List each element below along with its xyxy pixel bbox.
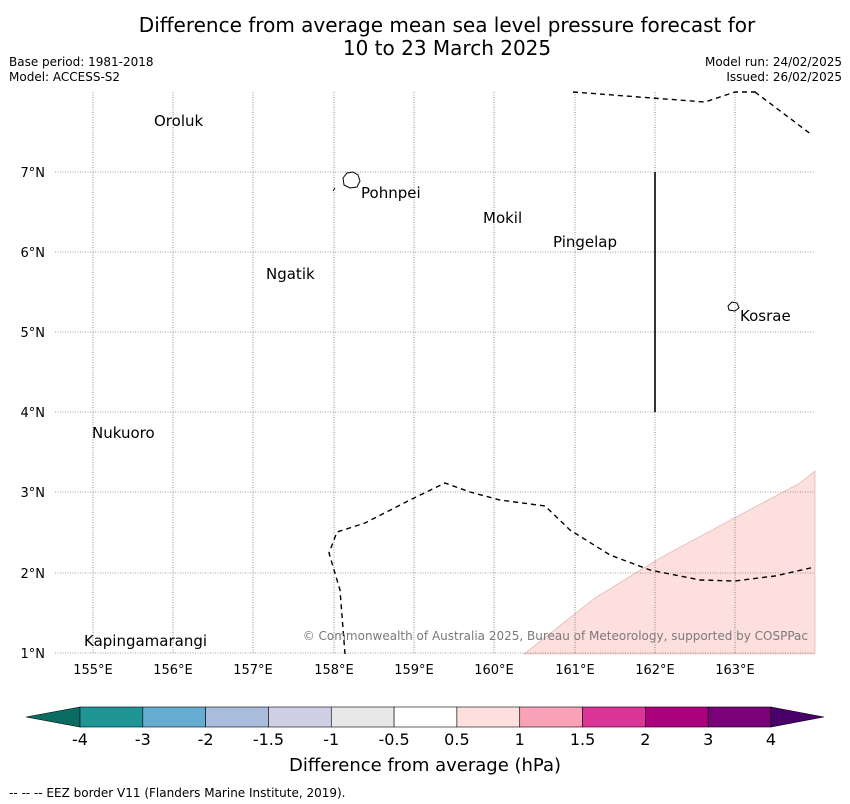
base-period: Base period: 1981-2018 (9, 55, 154, 69)
colorbar-tick-label: 1.5 (570, 730, 595, 749)
meta-right: Model run: 24/02/2025 Issued: 26/02/2025 (705, 55, 842, 85)
colorbar-tick-label: -1 (323, 730, 339, 749)
map-panel: Oroluk Pohnpei Mokil Pingelap Ngatik Kos… (21, 91, 816, 678)
lon-tick-155: 155°E (73, 663, 113, 678)
place-label-mokil: Mokil (483, 209, 522, 227)
colorbar-swatch (707, 706, 772, 728)
colorbar-swatches (25, 706, 825, 728)
place-label-oroluk: Oroluk (154, 112, 203, 130)
lon-tick-161: 161°E (555, 663, 595, 678)
issued-date: Issued: 26/02/2025 (726, 70, 842, 84)
lon-tick-162: 162°E (635, 663, 675, 678)
meta-left: Base period: 1981-2018 Model: ACCESS-S2 (9, 55, 154, 85)
lat-tick-1: 1°N (21, 647, 46, 662)
colorbar-tick-label: 0.5 (444, 730, 469, 749)
islet-mark (332, 187, 336, 192)
islands (332, 171, 740, 312)
colorbar-swatch (205, 706, 269, 728)
colorbar-swatch (142, 706, 206, 728)
lat-tick-6: 6°N (21, 246, 46, 261)
colorbar-tick-label: 4 (766, 730, 776, 749)
colorbar-tick-label: -2 (198, 730, 214, 749)
title-line-1: Difference from average mean sea level p… (138, 13, 756, 37)
lat-tick-5: 5°N (21, 326, 46, 341)
lat-tick-3: 3°N (21, 486, 46, 501)
lat-tick-4: 4°N (21, 406, 46, 421)
lon-tick-157: 157°E (233, 663, 273, 678)
eez-border-south (328, 482, 816, 655)
lat-tick-2: 2°N (21, 567, 46, 582)
eez-border-north (572, 91, 813, 136)
colorbar-swatch (456, 706, 521, 728)
lat-tick-7: 7°N (21, 166, 46, 181)
pressure-anomaly-area (523, 470, 816, 655)
colorbar-extend-high (770, 706, 825, 728)
place-label-pingelap: Pingelap (553, 233, 617, 251)
eez-borders (328, 91, 816, 655)
copyright-notice: © Commonwealth of Australia 2025, Bureau… (303, 629, 808, 643)
map-title: Difference from average mean sea level p… (0, 14, 850, 60)
colorbar-tick-label: -3 (135, 730, 151, 749)
lon-tick-163: 163°E (715, 663, 755, 678)
model-run: Model run: 24/02/2025 (704, 55, 842, 69)
place-label-nukuoro: Nukuoro (92, 424, 155, 442)
colorbar-swatch (645, 706, 709, 728)
colorbar-swatch (582, 706, 646, 728)
lon-tick-156: 156°E (153, 663, 193, 678)
place-label-kapingamarangi: Kapingamarangi (84, 632, 207, 650)
colorbar-swatch (519, 706, 583, 728)
lon-tick-158: 158°E (314, 663, 354, 678)
title-line-2: 10 to 23 March 2025 (342, 36, 552, 60)
place-labels: Oroluk Pohnpei Mokil Pingelap Ngatik Kos… (84, 112, 791, 650)
place-label-kosrae: Kosrae (740, 307, 791, 325)
colorbar-extend-low (25, 706, 81, 728)
lat-tick-labels: 7°N 6°N 5°N 4°N 3°N 2°N 1°N (21, 166, 46, 662)
place-label-pohnpei: Pohnpei (361, 184, 421, 202)
kosrae-island-shape (727, 301, 740, 312)
colorbar-label: Difference from average (hPa) (288, 755, 562, 776)
colorbar-swatch (79, 706, 144, 728)
place-label-ngatik: Ngatik (266, 265, 315, 283)
lon-tick-159: 159°E (394, 663, 434, 678)
gridlines (55, 92, 815, 654)
eez-footnote: -- -- -- EEZ border V11 (Flanders Marine… (9, 786, 346, 800)
lon-tick-160: 160°E (474, 663, 514, 678)
colorbar-tick-label: 1 (515, 730, 525, 749)
colorbar-swatch (268, 706, 332, 728)
lon-tick-labels: 155°E 156°E 157°E 158°E 159°E 160°E 161°… (73, 663, 755, 678)
colorbar-tick-label: 3 (703, 730, 713, 749)
colorbar-tick-label: -4 (72, 730, 88, 749)
colorbar-tick-label: -1.5 (253, 730, 284, 749)
colorbar-ticks: -4 -3 -2 -1.5 -1 -0.5 0.5 1 1.5 2 3 4 (72, 730, 776, 749)
model-name: Model: ACCESS-S2 (9, 70, 121, 84)
colorbar-swatch (393, 706, 458, 728)
colorbar-tick-label: -0.5 (378, 730, 409, 749)
colorbar-tick-label: 2 (640, 730, 650, 749)
colorbar: -4 -3 -2 -1.5 -1 -0.5 0.5 1 1.5 2 3 4 (25, 706, 825, 749)
pohnpei-island-shape (342, 171, 361, 189)
colorbar-swatch (330, 706, 395, 728)
